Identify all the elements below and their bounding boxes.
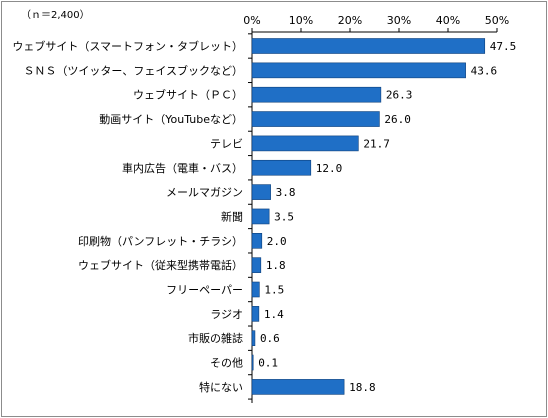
value-label: 2.0 bbox=[267, 235, 287, 248]
bar bbox=[251, 184, 271, 200]
x-tick-label: 50% bbox=[485, 14, 509, 27]
bar bbox=[251, 330, 256, 347]
category-label: 特にない bbox=[199, 380, 243, 394]
value-label: 21.7 bbox=[363, 137, 390, 150]
bar bbox=[251, 159, 312, 176]
bar bbox=[251, 208, 270, 225]
category-label: ウェブサイト（スマートフォン・タブレット） bbox=[12, 39, 243, 53]
value-label: 12.0 bbox=[316, 162, 343, 175]
value-label: 26.0 bbox=[384, 113, 411, 126]
value-label: 0.6 bbox=[260, 332, 280, 345]
value-label: 1.4 bbox=[264, 308, 284, 321]
category-label: その他 bbox=[210, 357, 243, 370]
category-label: フリーペーパー bbox=[166, 284, 243, 297]
bar bbox=[251, 306, 260, 322]
bar bbox=[251, 354, 254, 371]
bar bbox=[251, 135, 359, 152]
value-label: 26.3 bbox=[386, 89, 413, 102]
x-tick-label: 20% bbox=[338, 14, 362, 27]
value-label: 0.1 bbox=[258, 357, 278, 370]
value-label: 18.8 bbox=[349, 381, 376, 394]
category-label: 印刷物（パンフレット・チラシ） bbox=[78, 234, 243, 248]
bar bbox=[251, 379, 345, 395]
category-label: ＳＮＳ（ツイッター、フェイスブックなど） bbox=[23, 63, 243, 77]
x-tick-label: 10% bbox=[289, 14, 313, 27]
bar bbox=[251, 38, 486, 54]
category-label: メールマガジン bbox=[166, 186, 243, 199]
category-label: ウェブサイト（ＰＣ） bbox=[133, 88, 243, 102]
x-tick-label: 0% bbox=[243, 14, 260, 27]
bar bbox=[251, 111, 380, 127]
category-label: 新聞 bbox=[221, 209, 243, 223]
category-label: 動画サイト（YouTubeなど） bbox=[99, 112, 243, 126]
category-label: ウェブサイト（従来型携帯電話） bbox=[78, 258, 243, 272]
category-label: テレビ bbox=[210, 137, 243, 150]
bar bbox=[251, 62, 466, 79]
sample-size-note: （ｎ＝2,400） bbox=[21, 9, 90, 21]
value-label: 1.5 bbox=[264, 284, 284, 297]
value-label: 3.5 bbox=[274, 210, 294, 223]
x-tick-label: 30% bbox=[387, 14, 411, 27]
bar bbox=[251, 233, 263, 249]
value-label: 3.8 bbox=[276, 186, 296, 199]
value-label: 43.6 bbox=[471, 64, 498, 77]
bar bbox=[251, 86, 382, 103]
value-label: 1.8 bbox=[266, 259, 286, 272]
category-label: ラジオ bbox=[210, 308, 243, 321]
category-label: 車内広告（電車・バス） bbox=[122, 161, 243, 175]
bar bbox=[251, 257, 262, 273]
x-tick-label: 40% bbox=[436, 14, 460, 27]
category-label: 市販の雑誌 bbox=[188, 331, 243, 345]
bar bbox=[251, 281, 260, 298]
value-label: 47.5 bbox=[490, 40, 517, 53]
